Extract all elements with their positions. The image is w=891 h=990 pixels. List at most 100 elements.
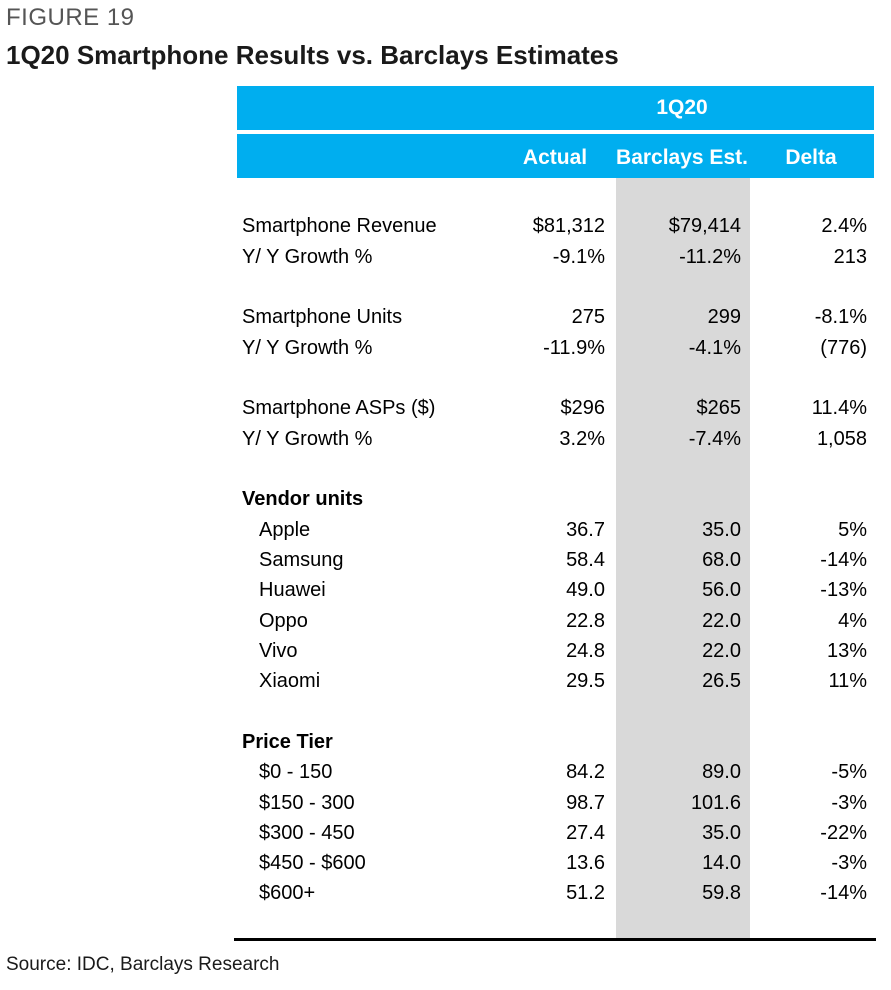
column-header-barclays-est: Barclays Est. — [616, 146, 748, 169]
row-label: Apple — [259, 519, 311, 541]
estimate-value: 299 — [707, 306, 741, 328]
table-row: Huawei 49.0 56.0 -13% — [0, 576, 891, 606]
delta-value: -3% — [831, 792, 867, 814]
figure-label: FIGURE 19 — [6, 4, 135, 31]
actual-value: 58.4 — [566, 549, 605, 571]
delta-value: (776) — [820, 337, 867, 359]
table-row: $600+ 51.2 59.8 -14% — [0, 879, 891, 909]
row-label: $0 - 150 — [259, 761, 333, 783]
estimate-value: 35.0 — [702, 822, 741, 844]
estimate-value: -4.1% — [688, 337, 741, 359]
estimate-value: 22.0 — [702, 610, 741, 632]
row-label: Y/ Y Growth % — [242, 428, 373, 450]
row-label: Smartphone Units — [242, 306, 403, 328]
table-row: $300 - 450 27.4 35.0 -22% — [0, 819, 891, 849]
table-row: Smartphone ASPs ($) $296 $265 11.4% — [0, 394, 891, 424]
estimate-column-shading — [616, 178, 750, 940]
estimate-value: 14.0 — [702, 852, 741, 874]
actual-value: $296 — [560, 397, 606, 419]
table-bottom-rule — [234, 938, 876, 941]
delta-value: 11% — [828, 670, 867, 692]
delta-value: -5% — [831, 761, 867, 783]
row-label: Xiaomi — [259, 670, 321, 692]
table-row: Y/ Y Growth % -11.9% -4.1% (776) — [0, 334, 891, 364]
row-label: $600+ — [259, 882, 316, 904]
delta-value: -14% — [820, 882, 867, 904]
delta-value: 1,058 — [816, 428, 867, 450]
delta-value: -22% — [820, 822, 867, 844]
row-label: $150 - 300 — [259, 792, 355, 814]
table-row: Oppo 22.8 22.0 4% — [0, 607, 891, 637]
row-label: $300 - 450 — [259, 822, 355, 844]
estimate-value: $265 — [696, 397, 742, 419]
actual-value: 36.7 — [566, 519, 605, 541]
actual-value: 27.4 — [566, 822, 605, 844]
delta-value: 2.4% — [821, 215, 867, 237]
table-row: Y/ Y Growth % -9.1% -11.2% 213 — [0, 243, 891, 273]
row-label: Smartphone Revenue — [242, 215, 437, 237]
delta-value: 11.4% — [811, 397, 867, 419]
row-label: Huawei — [259, 579, 326, 601]
delta-value: -13% — [820, 579, 867, 601]
estimate-value: 68.0 — [702, 549, 741, 571]
table-row: $450 - $600 13.6 14.0 -3% — [0, 849, 891, 879]
delta-value: -14% — [820, 549, 867, 571]
actual-value: 3.2% — [559, 428, 605, 450]
estimate-value: $79,414 — [668, 215, 741, 237]
actual-value: 22.8 — [566, 610, 605, 632]
section-header-row: Vendor units — [0, 485, 891, 515]
column-header-actual: Actual — [522, 146, 588, 169]
table-row: $0 - 150 84.2 89.0 -5% — [0, 758, 891, 788]
row-label: Samsung — [259, 549, 344, 571]
section-header-price-tier: Price Tier — [242, 731, 333, 753]
delta-value: -8.1% — [814, 306, 867, 328]
section-header-vendor-units: Vendor units — [242, 488, 364, 510]
actual-value: 84.2 — [566, 761, 605, 783]
row-label: Smartphone ASPs ($) — [242, 397, 436, 419]
row-label: Y/ Y Growth % — [242, 337, 373, 359]
actual-value: 24.8 — [566, 640, 605, 662]
estimate-value: 101.6 — [690, 792, 741, 814]
column-header-band: Actual Barclays Est. Delta — [237, 134, 874, 178]
table-row: Y/ Y Growth % 3.2% -7.4% 1,058 — [0, 425, 891, 455]
section-header-row: Price Tier — [0, 728, 891, 758]
row-label: Vivo — [259, 640, 298, 662]
estimate-value: 26.5 — [702, 670, 741, 692]
estimate-value: 22.0 — [702, 640, 741, 662]
delta-value: 13% — [826, 640, 867, 662]
estimate-value: -11.2% — [679, 246, 741, 268]
table-row: Apple 36.7 35.0 5% — [0, 516, 891, 546]
period-header: 1Q20 — [656, 96, 708, 119]
actual-value: 51.2 — [566, 882, 605, 904]
table-row: Smartphone Revenue $81,312 $79,414 2.4% — [0, 212, 891, 242]
actual-value: 98.7 — [566, 792, 605, 814]
actual-value: 49.0 — [566, 579, 605, 601]
row-label: $450 - $600 — [259, 852, 366, 874]
estimate-value: 35.0 — [702, 519, 741, 541]
actual-value: 13.6 — [566, 852, 605, 874]
actual-value: 275 — [571, 306, 605, 328]
delta-value: 4% — [838, 610, 867, 632]
estimate-value: -7.4% — [688, 428, 741, 450]
actual-value: -11.9% — [543, 337, 605, 359]
table-row: Xiaomi 29.5 26.5 11% — [0, 667, 891, 697]
source-note: Source: IDC, Barclays Research — [6, 954, 280, 975]
figure-title: 1Q20 Smartphone Results vs. Barclays Est… — [6, 40, 619, 70]
estimate-value: 56.0 — [702, 579, 741, 601]
table-row: $150 - 300 98.7 101.6 -3% — [0, 789, 891, 819]
delta-value: -3% — [831, 852, 867, 874]
period-header-band: 1Q20 — [237, 86, 874, 130]
row-label: Oppo — [259, 610, 308, 632]
column-header-delta: Delta — [785, 146, 837, 169]
table-row: Vivo 24.8 22.0 13% — [0, 637, 891, 667]
estimate-value: 59.8 — [702, 882, 741, 904]
table-row: Smartphone Units 275 299 -8.1% — [0, 303, 891, 333]
delta-value: 5% — [838, 519, 867, 541]
actual-value: $81,312 — [532, 215, 605, 237]
row-label: Y/ Y Growth % — [242, 246, 373, 268]
table-row: Samsung 58.4 68.0 -14% — [0, 546, 891, 576]
actual-value: 29.5 — [566, 670, 605, 692]
estimate-value: 89.0 — [702, 761, 741, 783]
delta-value: 213 — [833, 246, 867, 268]
actual-value: -9.1% — [552, 246, 605, 268]
